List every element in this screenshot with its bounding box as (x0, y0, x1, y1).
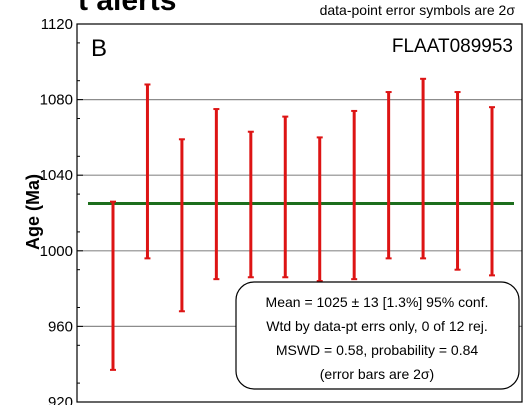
stats-line-mean: Mean = 1025 ± 13 [1.3%] 95% conf. (266, 294, 489, 310)
y-tick-label: 1000 (40, 243, 73, 260)
stats-line-error-note: (error bars are 2σ) (320, 366, 434, 382)
stats-line-weighting: Wtd by data-pt errs only, 0 of 12 rej. (266, 318, 488, 334)
title-fragment: t alerts (78, 0, 176, 17)
plot-frame (76, 23, 523, 403)
error-bar (282, 115, 289, 279)
y-tick-label: 1040 (40, 167, 73, 184)
error-bar (178, 138, 185, 313)
y-tick-label: 1080 (40, 92, 73, 109)
error-bar (247, 130, 254, 279)
y-tick-label: 960 (48, 318, 73, 335)
error-bar (110, 200, 116, 371)
error-bar (385, 91, 392, 260)
error-symbol-note: data-point error symbols are 2σ (320, 2, 516, 18)
stats-box-frame (235, 281, 520, 390)
error-bar (316, 136, 323, 283)
y-axis-label: Age (Ma) (23, 174, 43, 250)
y-tick-label: 920 (48, 394, 73, 405)
error-bar (420, 77, 427, 260)
error-bars (110, 77, 495, 371)
error-bar (489, 106, 495, 277)
y-axis-ticks: 920 960 1000 1040 1080 1120 (40, 16, 83, 405)
error-bar (351, 109, 358, 281)
error-bar (454, 91, 461, 271)
stats-box: Mean = 1025 ± 13 [1.3%] 95% conf. Wtd by… (235, 281, 520, 390)
y-tick-label: 1120 (41, 16, 73, 33)
sample-id: FLAAT089953 (392, 36, 513, 57)
error-bar (144, 83, 151, 260)
panel-label: B (91, 35, 107, 62)
error-bar (213, 108, 220, 281)
stats-line-mswd: MSWD = 0.58, probability = 0.84 (276, 342, 479, 358)
